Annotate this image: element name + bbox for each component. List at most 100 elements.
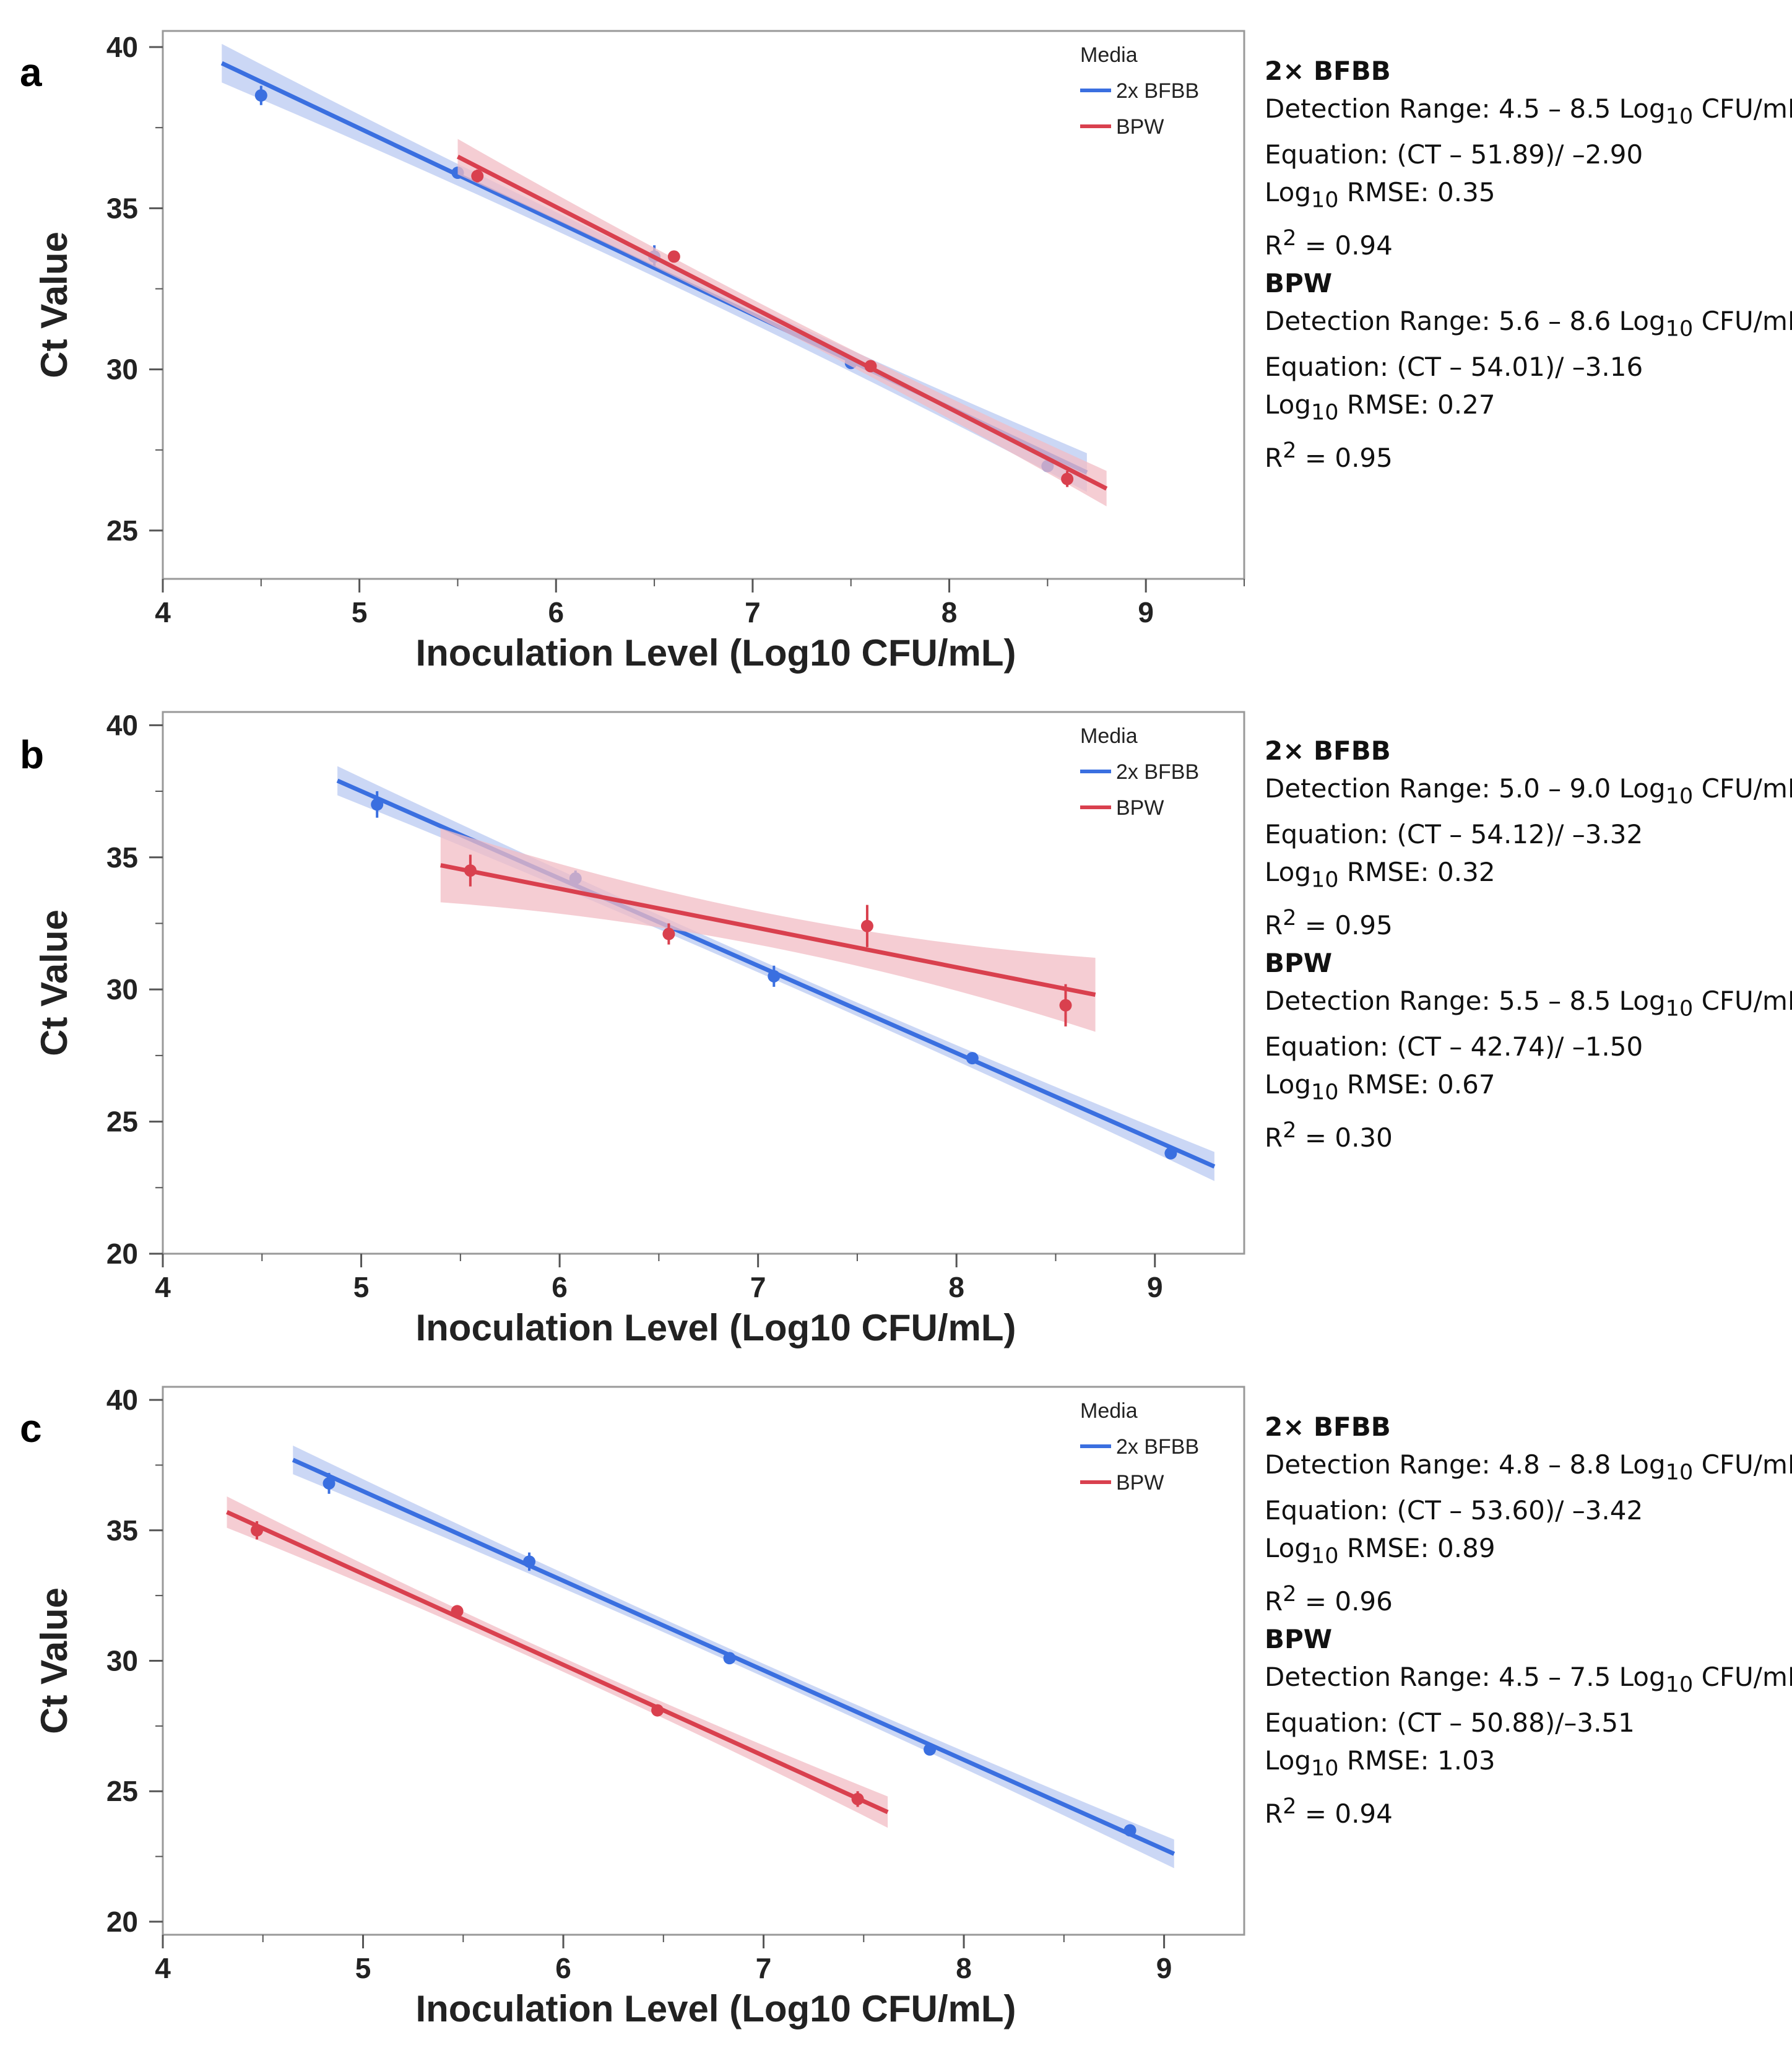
chart-b: 4 5 6 7 8 9 20 25 30 35 40 Inoculation Level (Log10… [33, 709, 1245, 1348]
stats-bpw-title: BPW [1265, 947, 1333, 978]
x-tick-label: 6 [552, 1271, 568, 1303]
y-axis: 20 25 30 35 40 [106, 709, 163, 1270]
data-point [1059, 999, 1072, 1012]
legend: Media 2x BFBB BPW [1080, 724, 1199, 820]
y-axis-title: Ct Value [33, 909, 75, 1056]
y-tick-label: 25 [106, 514, 138, 547]
data-point [251, 1524, 264, 1537]
panel-label: c [20, 1406, 42, 1451]
data-point [864, 360, 877, 373]
data-point [471, 170, 484, 183]
data-point [924, 1743, 937, 1756]
series-bfbb [292, 1445, 1175, 1869]
data-point [322, 1477, 335, 1490]
data-point [662, 927, 675, 940]
x-axis: 4 5 6 7 8 9 [155, 579, 1245, 628]
x-tick-label: 4 [155, 1271, 171, 1303]
legend-title: Media [1080, 1399, 1138, 1423]
stats-bfbb-equation: Equation: (CT – 54.12)/ –3.32 [1265, 819, 1643, 850]
stats-c: 2× BFBB Detection Range: 4.8 – 8.8 Log10… [1265, 1408, 1792, 1833]
x-axis-title: Inoculation Level (Log10 CFU/mL) [415, 1307, 1016, 1348]
legend-label: 2x BFBB [1116, 1435, 1199, 1459]
x-tick-label: 4 [155, 1952, 171, 1984]
stats-a: 2× BFBB Detection Range: 4.5 – 8.5 Log10… [1265, 52, 1792, 477]
x-tick-label: 7 [756, 1952, 772, 1984]
series-bpw [456, 139, 1108, 506]
stats-bpw-equation: Equation: (CT – 50.88)/–3.51 [1265, 1708, 1635, 1738]
data-point [966, 1052, 979, 1065]
y-tick-label: 40 [106, 1384, 138, 1416]
stats-bfbb-range: Detection Range: 5.0 – 9.0 Log10 CFU/mL [1265, 773, 1792, 809]
y-tick-label: 35 [106, 1514, 138, 1547]
data-point [254, 89, 267, 102]
y-tick-label: 20 [106, 1238, 138, 1270]
stats-bfbb-rmse: Log10 RMSE: 0.89 [1265, 1533, 1495, 1569]
stats-bpw-r2: R2 = 0.30 [1265, 1118, 1393, 1153]
data-point [523, 1555, 536, 1568]
x-tick-label: 5 [353, 1271, 370, 1303]
stats-bfbb-rmse: Log10 RMSE: 0.35 [1265, 177, 1495, 213]
panel-a: a 4 5 6 7 8 9 25 30 35 40 Inoculation Level (Log10… [0, 0, 1792, 675]
x-tick-label: 7 [750, 1271, 766, 1303]
data-point [860, 919, 873, 932]
stats-bpw-r2: R2 = 0.94 [1265, 1794, 1393, 1829]
data-point [768, 970, 781, 983]
legend-label: BPW [1116, 115, 1164, 139]
stats-bpw-range: Detection Range: 5.6 – 8.6 Log10 CFU/mL [1265, 305, 1792, 342]
stats-bfbb-range: Detection Range: 4.5 – 8.5 Log10 CFU/mL [1265, 93, 1792, 129]
stats-bpw-equation: Equation: (CT – 42.74)/ –1.50 [1265, 1031, 1643, 1062]
stats-bfbb-r2: R2 = 0.95 [1265, 905, 1393, 940]
legend-title: Media [1080, 724, 1138, 748]
x-tick-label: 9 [1147, 1271, 1163, 1303]
legend: Media 2x BFBB BPW [1080, 43, 1199, 139]
data-point [851, 1792, 864, 1805]
stats-bpw-rmse: Log10 RMSE: 0.67 [1265, 1069, 1495, 1105]
y-axis: 20 25 30 35 40 [106, 1384, 163, 1938]
x-axis-title: Inoculation Level (Log10 CFU/mL) [415, 632, 1016, 674]
stats-bfbb-equation: Equation: (CT – 51.89)/ –2.90 [1265, 139, 1643, 170]
series-bpw [226, 1496, 889, 1828]
stats-bfbb-title: 2× BFBB [1265, 1412, 1391, 1442]
x-axis: 4 5 6 7 8 9 [155, 1254, 1163, 1303]
panel-label: b [20, 732, 45, 777]
x-tick-label: 8 [941, 596, 958, 628]
y-tick-label: 40 [106, 31, 138, 63]
stats-bpw-r2: R2 = 0.95 [1265, 438, 1393, 473]
y-tick-label: 40 [106, 709, 138, 741]
stats-bfbb-r2: R2 = 0.96 [1265, 1581, 1393, 1617]
x-tick-label: 6 [548, 596, 564, 628]
legend-label: BPW [1116, 796, 1164, 820]
stats-bpw-title: BPW [1265, 267, 1333, 298]
fit-line [226, 1510, 889, 1815]
stats-bfbb-equation: Equation: (CT – 53.60)/ –3.42 [1265, 1495, 1643, 1526]
x-tick-label: 5 [352, 596, 368, 628]
stats-bfbb-r2: R2 = 0.94 [1265, 225, 1393, 261]
fit-line [440, 863, 1096, 997]
fit-line [456, 154, 1108, 491]
stats-bfbb-title: 2× BFBB [1265, 736, 1391, 766]
y-tick-label: 30 [106, 973, 138, 1005]
y-axis-title: Ct Value [33, 232, 75, 378]
x-tick-label: 6 [555, 1952, 571, 1984]
data-point [723, 1652, 736, 1665]
y-tick-label: 20 [106, 1906, 138, 1938]
data-point [1123, 1824, 1136, 1837]
y-axis-title: Ct Value [33, 1587, 75, 1734]
y-tick-label: 35 [106, 192, 138, 224]
x-tick-label: 4 [155, 596, 171, 628]
legend-label: 2x BFBB [1116, 79, 1199, 103]
x-tick-label: 8 [948, 1271, 964, 1303]
panel-label: a [20, 50, 42, 95]
legend: Media 2x BFBB BPW [1080, 1399, 1199, 1495]
chart-c: 4 5 6 7 8 9 20 25 30 35 40 Inoculation Level (Log10… [33, 1384, 1245, 2029]
x-tick-label: 5 [355, 1952, 371, 1984]
y-tick-label: 25 [106, 1775, 138, 1807]
series-bpw [440, 828, 1096, 1032]
data-point [651, 1704, 664, 1717]
x-tick-label: 9 [1156, 1952, 1172, 1984]
legend-label: 2x BFBB [1116, 760, 1199, 784]
y-tick-label: 30 [106, 1645, 138, 1677]
stats-bpw-range: Detection Range: 5.5 – 8.5 Log10 CFU/mL [1265, 985, 1792, 1022]
stats-bpw-rmse: Log10 RMSE: 0.27 [1265, 389, 1495, 425]
x-axis: 4 5 6 7 8 9 [155, 1935, 1172, 1984]
